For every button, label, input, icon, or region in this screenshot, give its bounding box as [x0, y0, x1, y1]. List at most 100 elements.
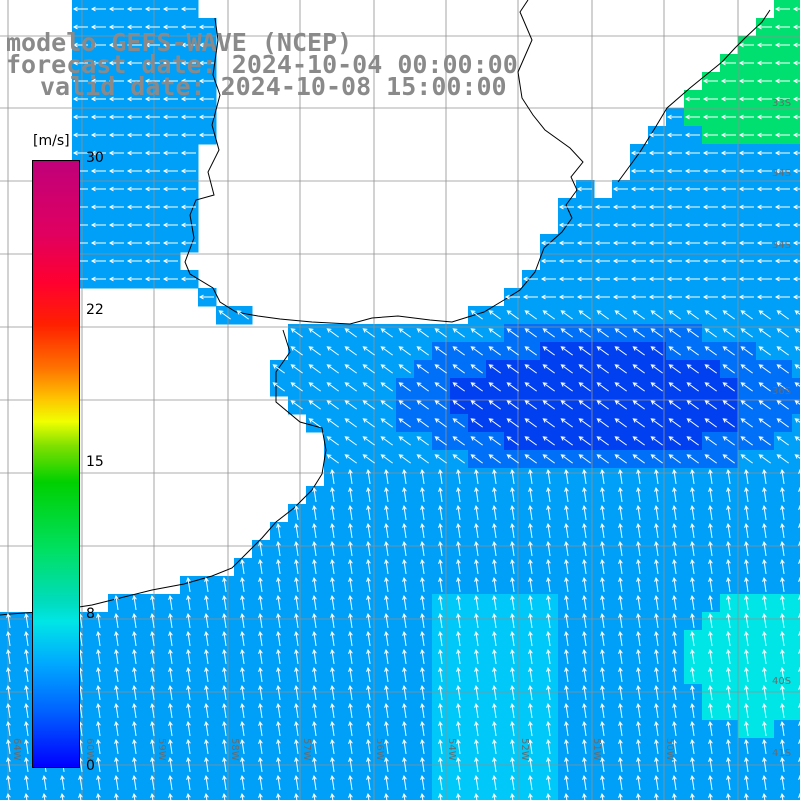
wind-arrow	[546, 649, 551, 664]
wind-arrow	[614, 328, 627, 338]
wind-arrow	[780, 613, 785, 628]
wind-arrow	[78, 793, 83, 800]
wind-arrow	[186, 703, 191, 718]
wind-arrow	[524, 364, 537, 374]
wind-arrow	[384, 469, 389, 484]
wind-arrow	[380, 328, 393, 338]
wind-arrow	[470, 328, 483, 338]
wind-arrow	[96, 613, 101, 628]
wind-arrow	[384, 631, 389, 646]
wind-arrow	[708, 667, 713, 682]
wind-arrow	[648, 222, 664, 228]
wind-arrow	[686, 328, 699, 338]
wind-arrow	[162, 114, 178, 120]
wind-arrow	[344, 346, 357, 356]
wind-arrow	[168, 667, 173, 682]
wind-arrow	[744, 595, 749, 610]
wind-arrow	[774, 294, 790, 300]
wind-arrow	[24, 775, 29, 790]
wind-arrow	[24, 757, 29, 772]
wind-arrow	[762, 757, 767, 772]
wind-arrow	[510, 469, 515, 484]
wind-arrow	[294, 757, 299, 772]
wind-arrow	[438, 775, 443, 790]
wind-arrow	[474, 595, 479, 610]
wind-arrow	[402, 685, 407, 700]
wind-arrow	[560, 454, 573, 464]
coastline-south	[0, 329, 327, 616]
wind-arrow	[738, 258, 754, 264]
wind-arrow	[126, 78, 142, 84]
wind-arrow	[738, 114, 754, 120]
wind-arrow	[684, 258, 700, 264]
wind-arrow	[636, 685, 641, 700]
wind-arrow	[308, 400, 321, 410]
wind-arrow	[108, 132, 124, 138]
wind-arrow	[402, 775, 407, 790]
wind-arrow	[614, 310, 627, 320]
wind-arrow	[150, 739, 155, 754]
wind-arrow	[492, 613, 497, 628]
wind-arrow	[366, 613, 371, 628]
wind-arrow	[492, 523, 497, 538]
wind-arrow	[492, 505, 497, 520]
wind-arrow	[492, 577, 497, 592]
wind-arrow	[780, 793, 785, 800]
wind-arrow	[690, 739, 695, 754]
wind-arrow	[636, 631, 641, 646]
wind-arrow	[762, 577, 767, 592]
wind-arrow	[726, 721, 731, 736]
lon-label: 54W	[446, 738, 457, 761]
wind-arrow	[636, 793, 641, 800]
wind-arrow	[560, 346, 573, 356]
wind-arrow	[600, 739, 605, 754]
wind-arrow	[578, 382, 591, 392]
wind-arrow	[704, 382, 717, 392]
wind-arrow	[702, 240, 718, 246]
wind-arrow	[756, 96, 772, 102]
wind-arrow	[722, 400, 735, 410]
wind-arrow	[294, 523, 299, 538]
wind-arrow	[326, 382, 339, 392]
wind-arrow	[510, 739, 515, 754]
wind-arrow	[438, 505, 443, 520]
wind-arrow	[438, 667, 443, 682]
wind-arrow	[612, 186, 628, 192]
wind-cell	[792, 684, 800, 703]
wind-arrow	[348, 631, 353, 646]
wind-arrow	[648, 186, 664, 192]
wind-arrow	[90, 96, 106, 102]
wind-arrow	[90, 132, 106, 138]
wind-arrow	[506, 310, 519, 320]
wind-arrow	[758, 382, 771, 392]
wind-arrow	[756, 42, 772, 48]
wind-arrow	[666, 150, 682, 156]
wind-arrow	[704, 346, 717, 356]
wind-arrow	[726, 703, 731, 718]
wind-arrow	[582, 577, 587, 592]
wind-arrow	[330, 757, 335, 772]
wind-arrow	[756, 168, 772, 174]
wind-arrow	[114, 721, 119, 736]
wind-arrow	[654, 793, 659, 800]
wind-arrow	[720, 96, 736, 102]
wind-arrow	[756, 240, 772, 246]
wind-arrow	[434, 418, 447, 428]
wind-arrow	[542, 310, 555, 320]
wind-arrow	[168, 739, 173, 754]
wind-arrow	[294, 649, 299, 664]
wind-arrow	[632, 310, 645, 320]
wind-arrow	[470, 364, 483, 374]
wind-arrow	[162, 276, 178, 282]
wind-arrow	[492, 487, 497, 502]
wind-arrow	[614, 418, 627, 428]
wind-cell	[792, 468, 800, 487]
wind-arrow	[168, 721, 173, 736]
wind-arrow	[456, 505, 461, 520]
wind-arrow	[792, 24, 800, 30]
wind-arrow	[720, 240, 736, 246]
wind-arrow	[180, 222, 196, 228]
wind-arrow	[162, 6, 178, 12]
wind-arrow	[114, 739, 119, 754]
